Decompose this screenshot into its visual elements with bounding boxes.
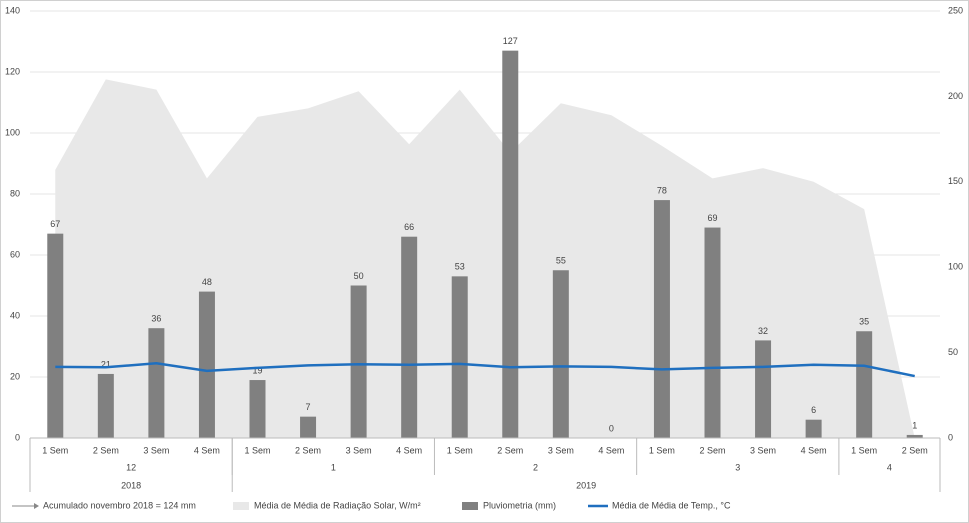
x-tick-label: 4 Sem: [801, 445, 827, 455]
bar: [300, 416, 317, 438]
y2-tick-label: 150: [948, 176, 963, 186]
bar: [249, 380, 266, 438]
data-label: 53: [455, 262, 465, 272]
month-label: 1: [331, 462, 336, 472]
y-tick-label: 40: [10, 310, 20, 320]
area: [55, 79, 915, 438]
y2-tick-label: 100: [948, 262, 963, 272]
legend-label: Média de Média de Temp., °C: [612, 500, 731, 510]
x-tick-label: 2 Sem: [902, 445, 928, 455]
bar: [502, 50, 519, 439]
legend-swatch: [462, 502, 478, 510]
data-label: 32: [758, 326, 768, 336]
annotation-arrowhead: [34, 503, 39, 509]
data-label: 19: [252, 365, 262, 375]
x-tick-label: 3 Sem: [346, 445, 372, 455]
data-label: 21: [101, 359, 111, 369]
data-label: 7: [306, 402, 311, 412]
month-label: 12: [126, 462, 136, 472]
data-label: 55: [556, 256, 566, 266]
bar: [653, 200, 670, 438]
y2-tick-label: 0: [948, 432, 953, 442]
bar: [198, 291, 215, 438]
bar: [805, 419, 822, 438]
y2-tick-label: 250: [948, 5, 963, 15]
x-tick-label: 1 Sem: [851, 445, 877, 455]
bar: [401, 236, 418, 438]
annotation: Acumulado novembro 2018 = 124 mm: [43, 500, 196, 510]
y-tick-label: 80: [10, 188, 20, 198]
year-label: 2019: [576, 480, 596, 490]
bar: [552, 270, 569, 438]
bar: [856, 331, 873, 438]
y2-tick-label: 50: [948, 347, 958, 357]
x-tick-label: 1 Sem: [447, 445, 473, 455]
x-tick-label: 1 Sem: [42, 445, 68, 455]
data-label: 35: [859, 317, 869, 327]
legend-swatch: [233, 502, 249, 510]
y-tick-label: 100: [5, 127, 20, 137]
y-tick-label: 140: [5, 5, 20, 15]
bar: [704, 227, 721, 438]
x-tick-label: 2 Sem: [699, 445, 725, 455]
x-tick-label: 1 Sem: [649, 445, 675, 455]
bar: [47, 233, 64, 438]
bar: [451, 276, 468, 438]
data-label: 1: [912, 420, 917, 430]
bar: [97, 373, 114, 438]
line: [55, 362, 915, 378]
x-tick-label: 4 Sem: [396, 445, 422, 455]
data-label: 127: [503, 36, 518, 46]
year-label: 2018: [121, 480, 141, 490]
month-label: 3: [735, 462, 740, 472]
bar: [148, 328, 165, 438]
data-label: 48: [202, 277, 212, 287]
y-tick-label: 60: [10, 249, 20, 259]
x-tick-label: 3 Sem: [143, 445, 169, 455]
y2-tick-label: 200: [948, 91, 963, 101]
y-tick-label: 120: [5, 66, 20, 76]
data-label: 66: [404, 222, 414, 232]
x-tick-label: 4 Sem: [598, 445, 624, 455]
data-label: 0: [609, 423, 614, 433]
x-tick-label: 3 Sem: [548, 445, 574, 455]
month-label: 2: [533, 462, 538, 472]
bar: [755, 340, 772, 438]
data-label: 36: [151, 314, 161, 324]
data-label: 6: [811, 405, 816, 415]
x-tick-label: 1 Sem: [244, 445, 270, 455]
x-tick-label: 4 Sem: [194, 445, 220, 455]
y-tick-label: 20: [10, 371, 20, 381]
data-label: 67: [50, 219, 60, 229]
data-label: 50: [354, 271, 364, 281]
x-tick-label: 2 Sem: [497, 445, 523, 455]
y-tick-label: 0: [15, 432, 20, 442]
data-label: 69: [707, 213, 717, 223]
legend-label: Pluviometria (mm): [483, 500, 556, 510]
bar: [350, 285, 367, 438]
bar: [906, 434, 923, 438]
x-tick-label: 2 Sem: [93, 445, 119, 455]
x-tick-label: 3 Sem: [750, 445, 776, 455]
month-label: 4: [887, 462, 892, 472]
data-label: 78: [657, 185, 667, 195]
legend-label: Média de Média de Radiação Solar, W/m²: [254, 500, 421, 510]
x-tick-label: 2 Sem: [295, 445, 321, 455]
